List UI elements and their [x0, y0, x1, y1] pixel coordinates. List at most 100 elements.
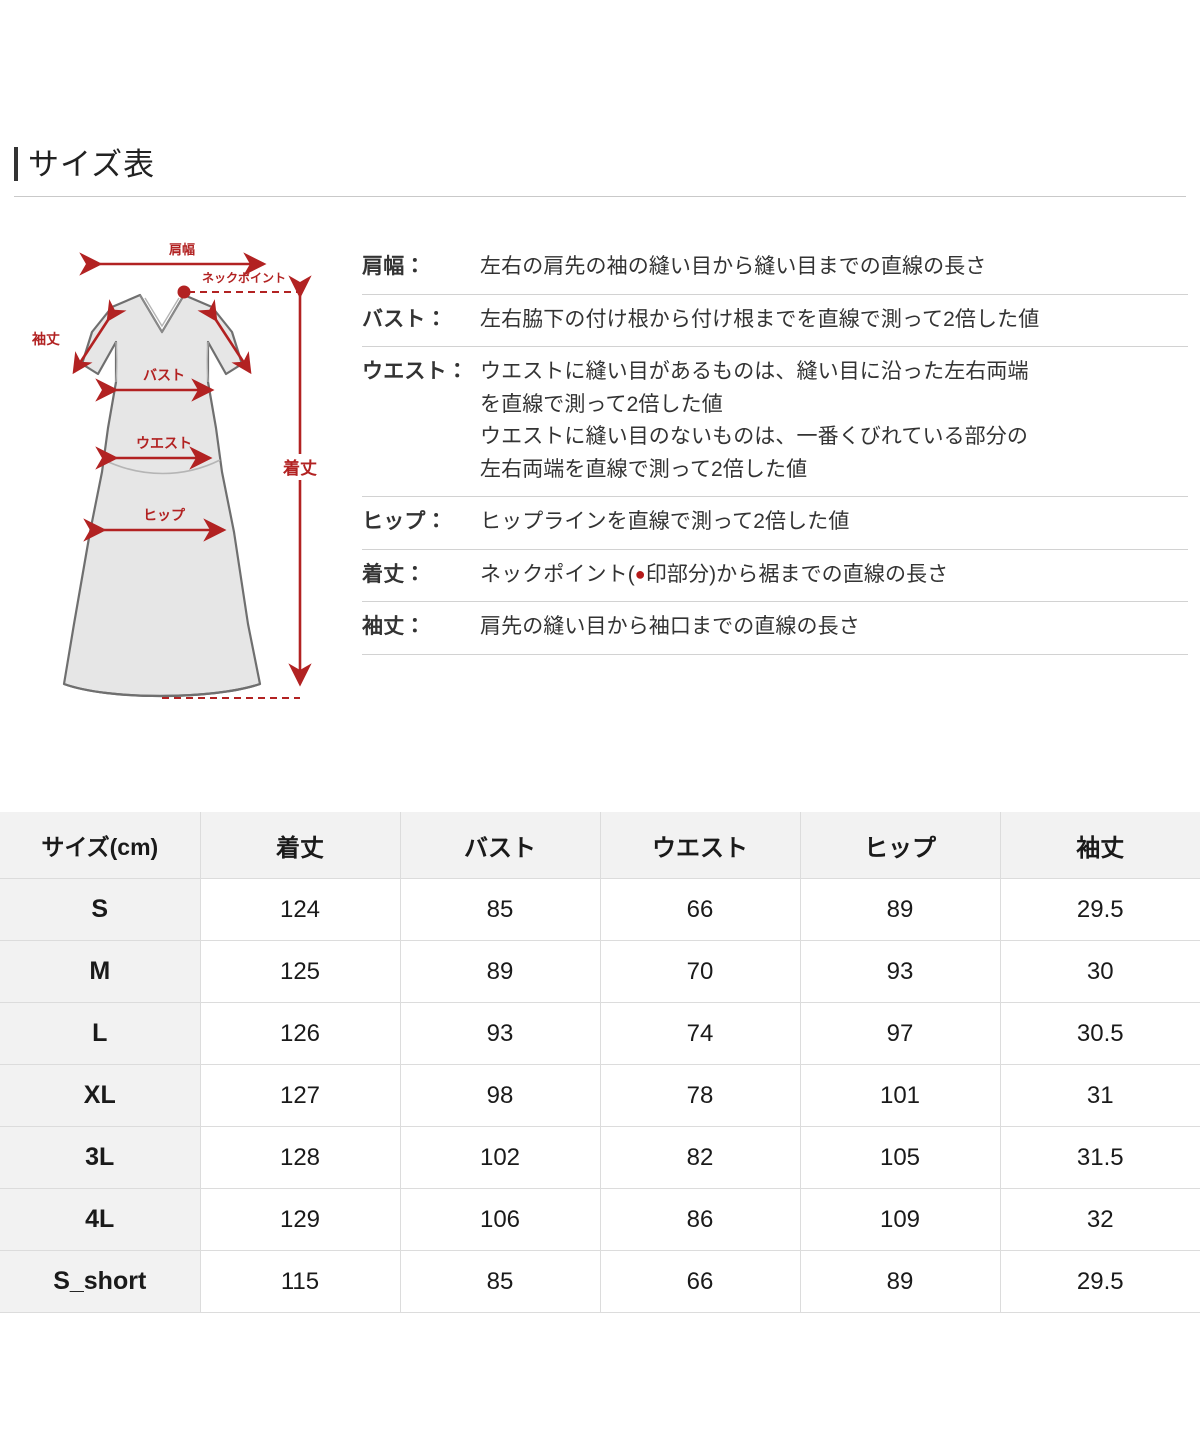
row-header-size: S_short [0, 1250, 201, 1313]
row-header-size: S [0, 878, 201, 941]
page-title: サイズ表 [28, 146, 156, 182]
cell-bust: 98 [399, 1064, 601, 1127]
cell-waist: 66 [599, 1250, 801, 1313]
column-header-sleeve: 袖丈 [999, 812, 1200, 879]
svg-text:ヒップ: ヒップ [143, 507, 186, 523]
column-header-bust: バスト [399, 812, 601, 879]
red-dot-icon: ● [634, 563, 646, 584]
dress-diagram: 肩幅 ネックポイント 着丈 袖丈 [12, 232, 352, 752]
cell-bust: 85 [399, 1250, 601, 1313]
row-header-size: 3L [0, 1126, 201, 1189]
definition-line: を直線で測って2倍した値 [480, 392, 723, 416]
definition-line: 左右両端を直線で測って2倍した値 [480, 457, 808, 481]
svg-text:着丈: 着丈 [283, 458, 317, 478]
row-header-size: XL [0, 1064, 201, 1127]
cell-length: 126 [199, 1002, 401, 1065]
table-row: S 124 85 66 89 29.5 [0, 878, 1200, 941]
definition-line: ウエストに縫い目のないものは、一番くびれている部分の [480, 425, 1028, 449]
table-header-row: サイズ(cm) 着丈 バスト ウエスト ヒップ 袖丈 [0, 812, 1200, 879]
definition-term: 着丈： [362, 562, 426, 586]
cell-waist: 74 [599, 1002, 801, 1065]
definition-line: 左右脇下の付け根から付け根までを直線で測って2倍した値 [480, 307, 1040, 331]
definition-description: ネックポイント(●印部分)から裾までの直線の長さ [480, 559, 1188, 592]
definition-term: 肩幅： [362, 255, 426, 278]
svg-text:ウエスト: ウエスト [136, 435, 192, 451]
cell-length: 124 [199, 878, 401, 941]
cell-length: 129 [199, 1188, 401, 1251]
title-divider [14, 196, 1186, 197]
definition-description: 左右脇下の付け根から付け根までを直線で測って2倍した値 [480, 304, 1188, 337]
definition-term: 袖丈： [362, 615, 426, 639]
page-header: サイズ表 [14, 140, 1186, 197]
table-row: 4L 129 106 86 109 32 [0, 1188, 1200, 1251]
definition-description: ウエストに縫い目があるものは、縫い目に沿った左右両端 を直線で測って2倍した値 … [480, 356, 1188, 486]
cell-hip: 105 [799, 1126, 1001, 1189]
column-header-hip: ヒップ [799, 812, 1001, 879]
cell-waist: 66 [599, 878, 801, 941]
cell-hip: 89 [799, 1250, 1001, 1313]
cell-hip: 89 [799, 878, 1001, 941]
row-header-size: L [0, 1002, 201, 1065]
definition-line: ネックポイント(●印部分)から裾までの直線の長さ [480, 562, 949, 586]
table-row: M 125 89 70 93 30 [0, 940, 1200, 1003]
sleeve-measure: 袖丈 [31, 299, 127, 375]
svg-text:ネックポイント: ネックポイント [202, 270, 286, 285]
waist-measure: ウエスト [95, 435, 213, 470]
neck-point-marker: ネックポイント [177, 270, 300, 299]
cell-hip: 97 [799, 1002, 1001, 1065]
definition-row-bust: バスト： 左右脇下の付け根から付け根までを直線で測って2倍した値 [362, 295, 1188, 348]
size-table-wrapper: サイズ(cm) 着丈 バスト ウエスト ヒップ 袖丈 S 124 85 66 8… [0, 812, 1200, 1313]
cell-hip: 101 [799, 1064, 1001, 1127]
definition-line: ウエストに縫い目があるものは、縫い目に沿った左右両端 [480, 360, 1029, 384]
cell-waist: 78 [599, 1064, 801, 1127]
table-row: S_short 115 85 66 89 29.5 [0, 1250, 1200, 1313]
column-header-length: 着丈 [199, 812, 401, 879]
title-row: サイズ表 [14, 140, 1186, 188]
cell-sleeve: 31 [999, 1064, 1200, 1127]
shoulder-measure: 肩幅 [79, 242, 267, 276]
length-measure: 着丈 [162, 275, 326, 699]
definition-row-sleeve: 袖丈： 肩先の縫い目から袖口までの直線の長さ [362, 602, 1188, 655]
cell-bust: 106 [399, 1188, 601, 1251]
hip-measure: ヒップ [83, 507, 227, 542]
cell-waist: 86 [599, 1188, 801, 1251]
cell-waist: 70 [599, 940, 801, 1003]
definition-term: バスト： [362, 307, 447, 331]
cell-length: 128 [199, 1126, 401, 1189]
cell-bust: 93 [399, 1002, 601, 1065]
measurement-guide-section: 肩幅 ネックポイント 着丈 袖丈 [0, 232, 1200, 780]
cell-hip: 93 [799, 940, 1001, 1003]
definition-term: ウエスト： [362, 360, 468, 384]
table-row: 3L 128 102 82 105 31.5 [0, 1126, 1200, 1189]
definition-description: 左右の肩先の袖の縫い目から縫い目までの直線の長さ [480, 251, 1188, 284]
cell-length: 125 [199, 940, 401, 1003]
definition-description: ヒップラインを直線で測って2倍した値 [480, 506, 1188, 539]
cell-length: 127 [199, 1064, 401, 1127]
definition-row-hip: ヒップ： ヒップラインを直線で測って2倍した値 [362, 497, 1188, 550]
definition-line: 肩先の縫い目から袖口までの直線の長さ [480, 615, 860, 639]
cell-waist: 82 [599, 1126, 801, 1189]
garment-outline [62, 293, 262, 698]
definition-line: 左右の肩先の袖の縫い目から縫い目までの直線の長さ [480, 255, 987, 278]
column-header-waist: ウエスト [599, 812, 801, 879]
cell-bust: 89 [399, 940, 601, 1003]
definition-row-waist: ウエスト： ウエストに縫い目があるものは、縫い目に沿った左右両端 を直線で測って… [362, 347, 1188, 498]
cell-sleeve: 29.5 [999, 878, 1200, 941]
row-header-size: M [0, 940, 201, 1003]
svg-text:肩幅: 肩幅 [169, 242, 195, 257]
cell-sleeve: 31.5 [999, 1126, 1200, 1189]
cell-sleeve: 32 [999, 1188, 1200, 1251]
definition-row-length: 着丈： ネックポイント(●印部分)から裾までの直線の長さ [362, 550, 1188, 603]
table-header: サイズ(cm) 着丈 バスト ウエスト ヒップ 袖丈 [0, 812, 1200, 879]
title-accent-bar [14, 147, 18, 181]
definition-row-shoulder: 肩幅： 左右の肩先の袖の縫い目から縫い目までの直線の長さ [362, 242, 1188, 295]
table-row: L 126 93 74 97 30.5 [0, 1002, 1200, 1065]
svg-text:袖丈: 袖丈 [31, 331, 60, 347]
cell-sleeve: 30.5 [999, 1002, 1200, 1065]
cell-bust: 85 [399, 878, 601, 941]
definition-list: 肩幅： 左右の肩先の袖の縫い目から縫い目までの直線の長さ バスト： 左右脇下の付… [362, 242, 1188, 655]
table-body: S 124 85 66 89 29.5 M 125 89 70 93 30 L [0, 878, 1200, 1313]
cell-bust: 102 [399, 1126, 601, 1189]
definition-line: ヒップラインを直線で測って2倍した値 [480, 510, 850, 534]
